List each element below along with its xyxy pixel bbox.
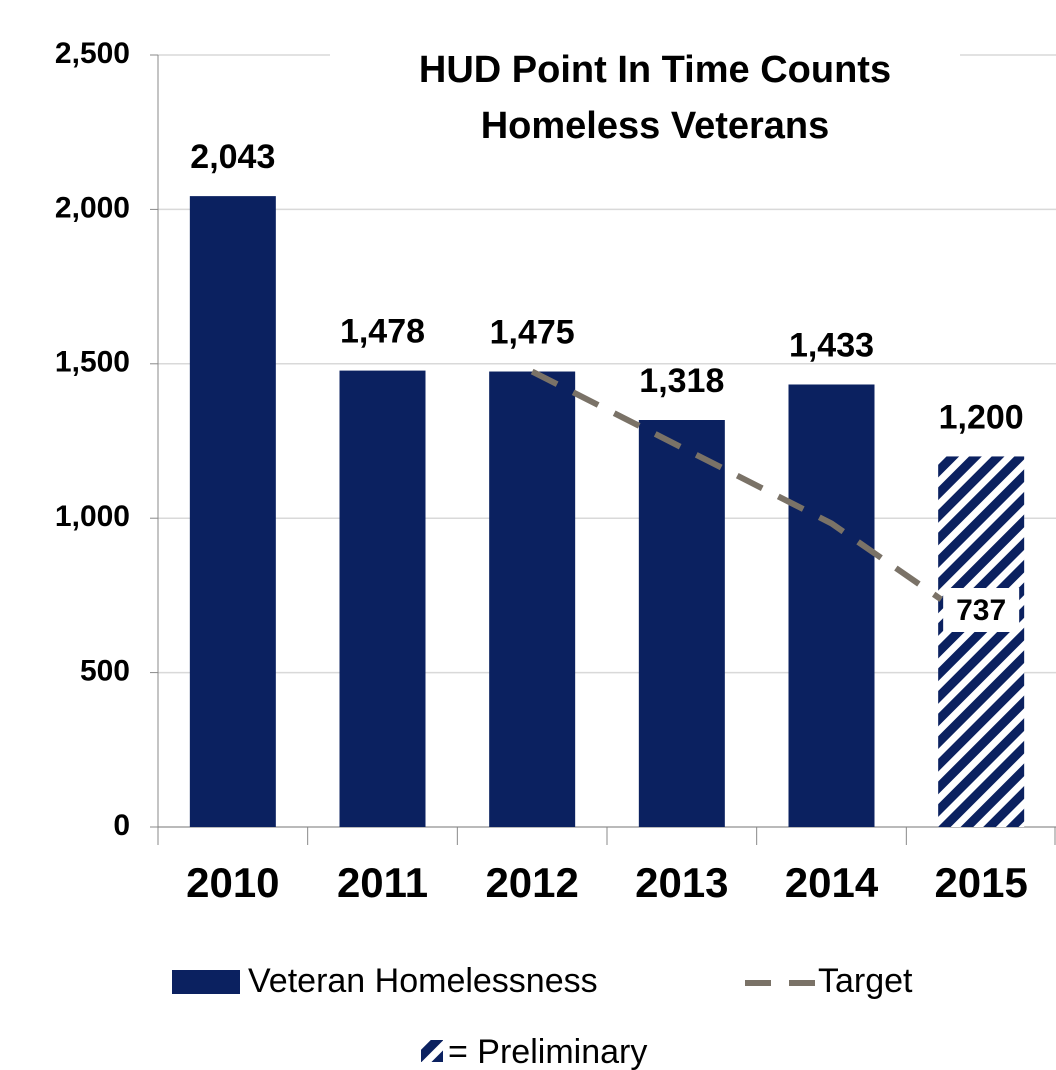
legend-swatch xyxy=(172,970,240,994)
hatch-note: = Preliminary xyxy=(448,1033,647,1070)
x-tick-label: 2015 xyxy=(934,859,1027,906)
y-tick-label: 2,500 xyxy=(55,37,130,70)
x-tick-label: 2013 xyxy=(635,859,728,906)
title-backdrop xyxy=(330,40,960,160)
value-label: 2,043 xyxy=(190,138,275,176)
y-tick-label: 0 xyxy=(113,809,130,842)
value-label: 1,318 xyxy=(639,362,724,400)
y-tick-label: 2,000 xyxy=(55,191,130,224)
target-value-label: 737 xyxy=(956,594,1006,627)
chart-title: HUD Point In Time Counts xyxy=(419,49,891,91)
value-label: 1,478 xyxy=(340,313,425,351)
legend-label: Veteran Homelessness xyxy=(248,962,598,1000)
x-tick-label: 2012 xyxy=(485,859,578,906)
bar xyxy=(638,420,725,827)
chart-title: Homeless Veterans xyxy=(481,105,830,147)
bar xyxy=(339,370,426,827)
value-label: 1,200 xyxy=(939,398,1024,436)
x-tick-label: 2011 xyxy=(337,859,428,906)
y-tick-label: 500 xyxy=(80,655,130,688)
x-tick-label: 2010 xyxy=(186,859,279,906)
bar xyxy=(788,384,875,827)
hatch-swatch xyxy=(421,1040,443,1062)
value-label: 1,475 xyxy=(490,314,575,352)
target-label-backdrop xyxy=(943,588,1020,632)
legend-label: Target xyxy=(818,962,913,1000)
y-tick-label: 1,000 xyxy=(55,500,130,533)
bar xyxy=(938,456,1025,827)
x-tick-label: 2014 xyxy=(785,859,879,906)
value-label: 1,433 xyxy=(789,326,874,364)
y-tick-label: 1,500 xyxy=(55,346,130,379)
bar xyxy=(189,196,276,828)
target-line xyxy=(530,368,943,602)
bar xyxy=(489,371,576,827)
